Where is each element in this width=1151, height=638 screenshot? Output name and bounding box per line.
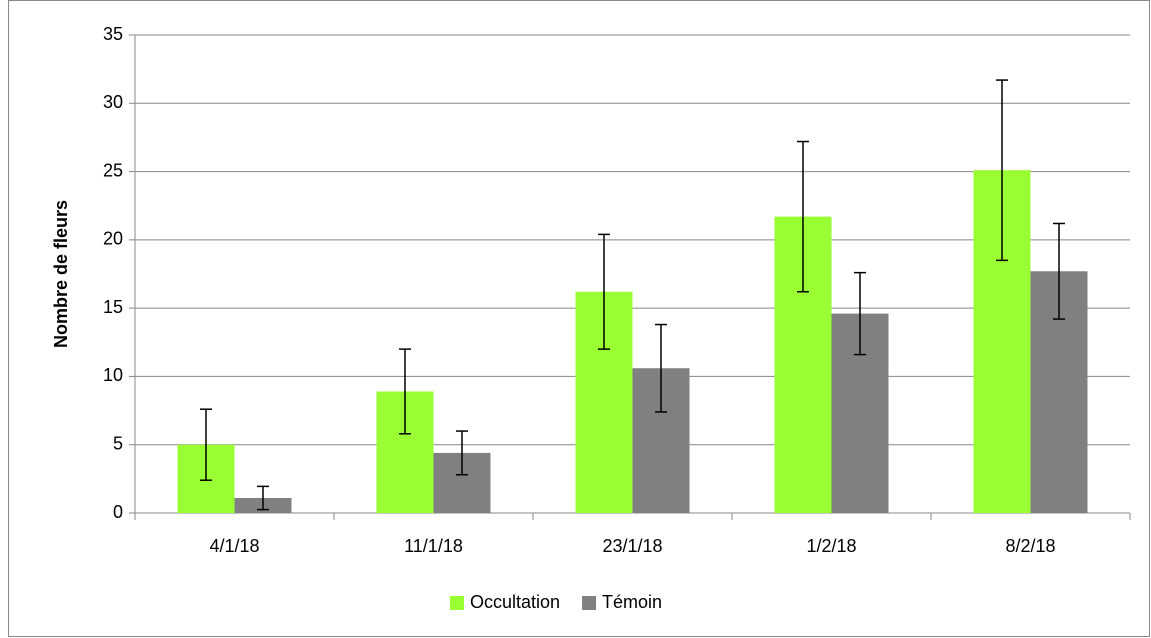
error-bar	[797, 140, 809, 293]
y-tick-label: 0	[113, 502, 123, 522]
y-tick-label: 10	[103, 365, 123, 385]
y-tick-label: 20	[103, 229, 123, 249]
y-tick-label: 15	[103, 297, 123, 317]
y-tick-label: 30	[103, 92, 123, 112]
x-tick-label: 8/2/18	[1005, 536, 1055, 556]
error-bar	[1053, 222, 1065, 320]
legend-label: Témoin	[602, 592, 662, 612]
x-tick-label: 1/2/18	[806, 536, 856, 556]
y-tick-label: 5	[113, 433, 123, 453]
legend-swatch	[450, 596, 464, 610]
x-tick-label: 11/1/18	[404, 536, 463, 556]
error-bar	[200, 408, 212, 481]
legend-swatch	[582, 596, 597, 610]
error-bar	[456, 430, 468, 476]
y-axis-label: Nombre de fleurs	[51, 200, 71, 348]
y-tick-label: 25	[103, 160, 123, 180]
error-bar	[655, 323, 667, 413]
error-bar	[854, 271, 866, 356]
error-bar	[257, 485, 269, 511]
y-tick-label: 35	[103, 24, 123, 44]
x-tick-label: 23/1/18	[602, 536, 662, 556]
x-tick-label: 4/1/18	[209, 536, 259, 556]
error-bar	[598, 233, 610, 350]
legend-label: Occultation	[470, 592, 560, 612]
error-bar	[996, 79, 1008, 262]
error-bar	[399, 348, 411, 435]
